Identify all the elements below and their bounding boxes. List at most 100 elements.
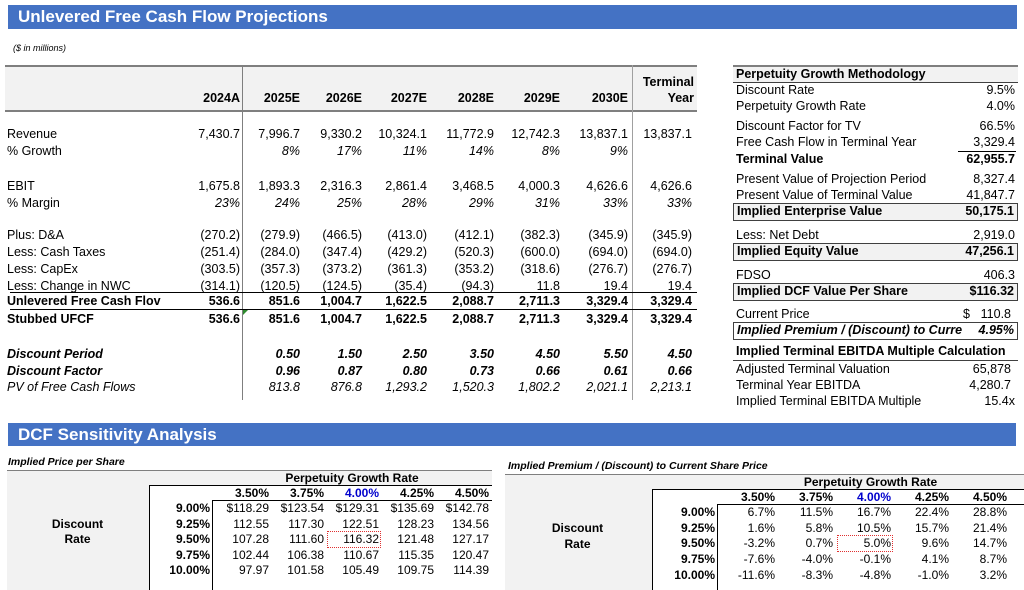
- cell: 2,021.1: [586, 380, 628, 394]
- value: 4.0%: [986, 99, 1016, 113]
- cell: (353.2): [454, 262, 494, 276]
- label: Present Value of Terminal Value: [736, 188, 913, 202]
- cell: 17%: [336, 144, 362, 158]
- growth-rate-header: 3.75%: [289, 486, 324, 500]
- cell: (303.5): [200, 262, 240, 276]
- label: Perpetuity Growth Rate: [736, 99, 866, 113]
- sensitivity-title: DCF Sensitivity Analysis: [18, 425, 217, 444]
- sensitivity-cell: -4.8%: [859, 567, 891, 582]
- cell: (373.2): [322, 262, 362, 276]
- value: 4.95%: [978, 323, 1014, 337]
- column-header: 2024A: [203, 91, 240, 105]
- row-label: Less: Change in NWC: [7, 279, 131, 293]
- cell: 0.61: [603, 364, 628, 378]
- sensitivity-cell: 102.44: [232, 547, 269, 562]
- label: Implied Equity Value: [737, 244, 859, 258]
- cell: 3.50: [469, 347, 494, 361]
- row-label: Discount Factor: [7, 364, 103, 378]
- cell: (279.9): [260, 228, 300, 242]
- discount-rate-row: Discount Rate 9.5%: [733, 82, 1018, 99]
- cell: 13,837.1: [643, 127, 692, 141]
- row-label: % Margin: [7, 196, 60, 210]
- sensitivity-cell: 11.5%: [799, 505, 833, 519]
- row-label: Stubbed UFCF: [7, 312, 94, 326]
- premium-col-header: Perpetuity Growth Rate: [803, 475, 938, 489]
- row-label: Revenue: [7, 127, 58, 141]
- sensitivity-cell: 16.7%: [856, 505, 891, 519]
- sensitivity-cell: 106.38: [287, 547, 324, 562]
- cell: 3,329.4: [586, 312, 628, 326]
- price-col-header: Perpetuity Growth Rate: [285, 471, 419, 485]
- cell: 1,293.2: [385, 380, 427, 394]
- sensitivity-cell: -1.0%: [917, 567, 949, 582]
- sensitivity-cell: $123.54: [280, 501, 324, 515]
- sensitivity-cell: 22.4%: [914, 505, 949, 519]
- divider-actual: [242, 65, 243, 400]
- cell: (345.9): [588, 228, 628, 242]
- cell: (600.0): [520, 245, 560, 259]
- cell: 0.73: [469, 364, 494, 378]
- sensitivity-cell: 5.8%: [805, 520, 833, 535]
- column-header: 2030E: [591, 91, 628, 105]
- table-row: Less: Cash Taxes (251.4) (284.0) (347.4) (42…: [5, 244, 697, 261]
- base-case-highlight: [327, 531, 381, 548]
- cell: 1,675.8: [198, 179, 240, 193]
- cell: (413.0): [387, 228, 427, 242]
- perpetuity-title-row: Perpetuity Growth Methodology: [733, 65, 1018, 83]
- sensitivity-cell: 114.39: [453, 563, 489, 577]
- current-price-row: Current Price $110.8: [733, 306, 1018, 323]
- cell: 0.80: [402, 364, 427, 378]
- row-label: Plus: D&A: [7, 228, 64, 242]
- sensitivity-cell: -11.6%: [737, 567, 775, 582]
- discount-rate-label: 9.00%: [175, 501, 210, 515]
- fcf-terminal-row: Free Cash Flow in Terminal Year 3,329.4: [733, 134, 1018, 151]
- cell: 1.50: [337, 347, 362, 361]
- value-per-share-row: Implied DCF Value Per Share $116.32: [733, 283, 1018, 301]
- sensitivity-cell: 14.7%: [972, 536, 1007, 551]
- growth-rate-header: 4.50%: [972, 490, 1007, 504]
- sensitivity-cell: 15.7%: [914, 520, 949, 535]
- sensitivity-cell: 117.30: [288, 516, 324, 531]
- cell: 11.8: [536, 279, 560, 293]
- cell: (35.4): [394, 279, 427, 293]
- subtotal-rule: [958, 151, 1016, 152]
- cell: 1,520.3: [452, 380, 494, 394]
- cell: 28%: [401, 196, 427, 210]
- table-row: Revenue 7,430.7 7,996.7 9,330.2 10,324.1 11,7…: [5, 126, 697, 143]
- cell: (318.6): [520, 262, 560, 276]
- cell: 11,772.9: [446, 127, 494, 141]
- cell: 23%: [214, 196, 240, 210]
- growth-rate-header: 4.25%: [914, 490, 949, 504]
- value: 3,329.4: [973, 135, 1015, 149]
- cell: (345.9): [652, 228, 692, 242]
- sensitivity-cell: 6.7%: [747, 505, 775, 519]
- cell: (429.2): [387, 245, 427, 259]
- label: Less: Net Debt: [736, 228, 819, 242]
- sensitivity-cell: 107.28: [232, 532, 269, 546]
- cell: 4,626.6: [650, 179, 692, 193]
- label: Adjusted Terminal Valuation: [736, 362, 890, 376]
- row-header-line2: Rate: [564, 537, 591, 551]
- sensitivity-cell: -0.1%: [859, 552, 891, 567]
- row-label: Less: CapEx: [7, 262, 78, 276]
- cell: (466.5): [322, 228, 362, 242]
- discount-rate-label: 9.25%: [680, 520, 715, 535]
- cell: (276.7): [588, 262, 628, 276]
- cell: 3,468.5: [452, 179, 494, 193]
- table-row: Discount Factor 0.96 0.87 0.80 0.73 0.66 0.61 0…: [5, 363, 697, 380]
- value: 406.3: [983, 268, 1015, 282]
- cell: 2,861.4: [385, 179, 427, 193]
- sensitivity-cell: $129.31: [335, 501, 379, 515]
- perpetuity-title: Perpetuity Growth Methodology: [736, 67, 926, 81]
- table-row: PV of Free Cash Flows 813.8 876.8 1,293.2 1,…: [5, 379, 697, 396]
- discount-factor-tv-row: Discount Factor for TV 66.5%: [733, 118, 1018, 135]
- label: Implied Terminal EBITDA Multiple: [736, 394, 922, 408]
- sensitivity-cell: 128.23: [397, 516, 434, 531]
- terminal-year-header: Terminal Year: [635, 74, 694, 106]
- discount-rate-label: 9.75%: [175, 547, 210, 562]
- cell: 9%: [609, 144, 628, 158]
- discount-rate-label: 10.00%: [674, 567, 715, 582]
- sensitivity-cell: -8.3%: [801, 567, 833, 582]
- equity-value-row: Implied Equity Value 47,256.1: [733, 243, 1018, 261]
- sensitivity-cell: 105.49: [342, 563, 379, 577]
